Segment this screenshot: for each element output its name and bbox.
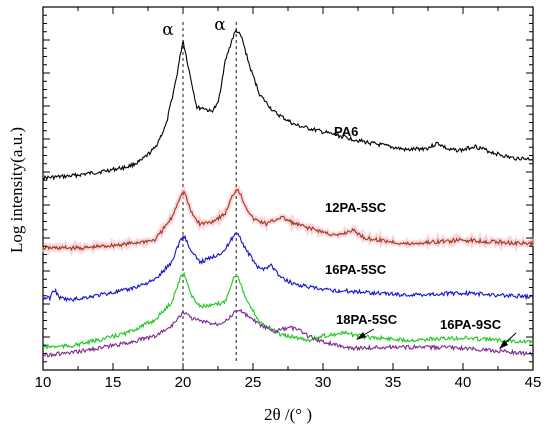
arrow-16pa-9sc	[499, 332, 517, 349]
series-halo-12pa-5sc	[40, 184, 536, 257]
alpha-label-2: α	[214, 15, 226, 35]
x-tick-label: 45	[525, 374, 542, 391]
series-line-pa6	[43, 28, 534, 181]
series-label-16pa-5sc: 16PA-5SC	[325, 262, 387, 277]
arrow-18pa-5sc	[356, 328, 375, 340]
series-line-12pa-5sc	[42, 188, 534, 252]
x-tick-label: 20	[175, 374, 192, 391]
series-line-16pa-5sc	[42, 232, 534, 303]
x-axis-title: 2θ /(° )	[264, 405, 312, 424]
x-tick-label: 10	[35, 374, 52, 391]
plot-frame	[42, 6, 534, 371]
series-label-12pa-5sc: 12PA-5SC	[325, 200, 387, 215]
x-tick-label: 40	[455, 374, 472, 391]
series-label-18pa-5sc: 18PA-5SC	[336, 312, 398, 327]
series-label-16pa-9sc: 16PA-9SC	[440, 317, 502, 332]
x-tick-label: 35	[385, 374, 402, 391]
x-tick-label: 15	[105, 374, 122, 391]
series-line-18pa-5sc	[42, 271, 534, 351]
series-line-16pa-9sc	[42, 308, 534, 358]
alpha-label-1: α	[162, 20, 174, 40]
series-label-pa6: PA6	[334, 124, 358, 139]
y-axis-title: Log intensity(a.u.)	[7, 127, 26, 253]
x-tick-label: 25	[245, 374, 262, 391]
x-tick-label: 30	[315, 374, 332, 391]
